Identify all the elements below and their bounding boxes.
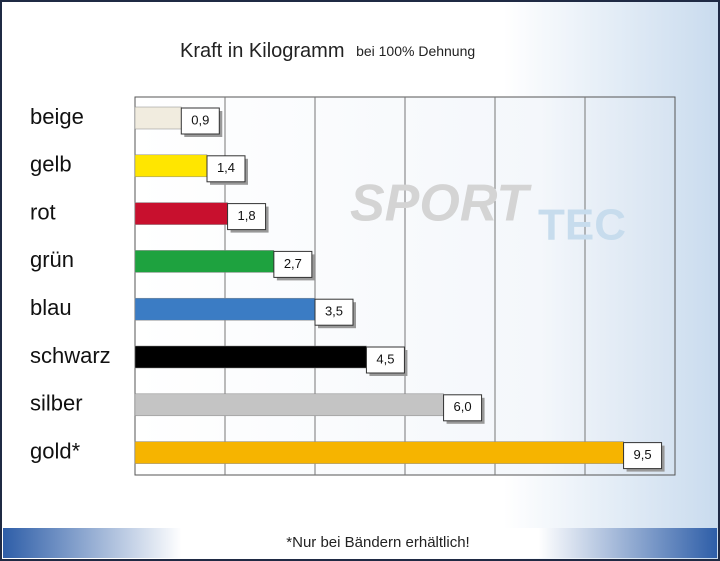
label-box bbox=[227, 203, 267, 231]
bar bbox=[134, 106, 182, 130]
watermark: TEC bbox=[538, 201, 626, 250]
y-tick-label: beige bbox=[30, 104, 84, 129]
label-box bbox=[623, 442, 663, 470]
label-box bbox=[443, 394, 483, 422]
y-tick-label: schwarz bbox=[30, 343, 111, 368]
value-label: 1,8 bbox=[238, 208, 256, 223]
y-tick-label: silber bbox=[30, 391, 83, 416]
bar bbox=[134, 202, 228, 225]
bar bbox=[134, 250, 275, 273]
y-tick-label: blau bbox=[30, 295, 72, 320]
value-label: 1,4 bbox=[217, 160, 235, 175]
title: Kraft in Kilogramm bbox=[180, 40, 345, 62]
bar bbox=[134, 154, 208, 178]
bar bbox=[134, 297, 316, 321]
value-label: 3,5 bbox=[325, 304, 343, 319]
subtitle: bei 100% Dehnung bbox=[356, 43, 475, 59]
footer-bar bbox=[3, 528, 717, 558]
bar bbox=[134, 441, 624, 464]
label-box bbox=[365, 346, 405, 374]
value-label: 2,7 bbox=[284, 256, 302, 271]
watermark: SPORT bbox=[350, 175, 532, 233]
value-label: 6,0 bbox=[454, 399, 472, 414]
label-box bbox=[273, 250, 313, 278]
bar bbox=[134, 345, 367, 369]
footnote: *Nur bei Bändern erhältlich! bbox=[286, 534, 469, 551]
y-tick-label: rot bbox=[30, 199, 56, 224]
value-label: 4,5 bbox=[376, 351, 394, 366]
y-tick-label: gelb bbox=[30, 152, 72, 177]
label-box bbox=[180, 107, 220, 135]
value-label: 9,5 bbox=[634, 447, 652, 462]
bar bbox=[134, 393, 444, 417]
label-box bbox=[314, 298, 354, 326]
label-box bbox=[206, 155, 246, 183]
value-label: 0,9 bbox=[191, 112, 209, 127]
chart-title: Kraft in Kilogramm bei 100% Dehnung bbox=[180, 40, 475, 62]
y-tick-label: gold* bbox=[30, 438, 81, 463]
y-tick-label: grün bbox=[30, 247, 74, 272]
